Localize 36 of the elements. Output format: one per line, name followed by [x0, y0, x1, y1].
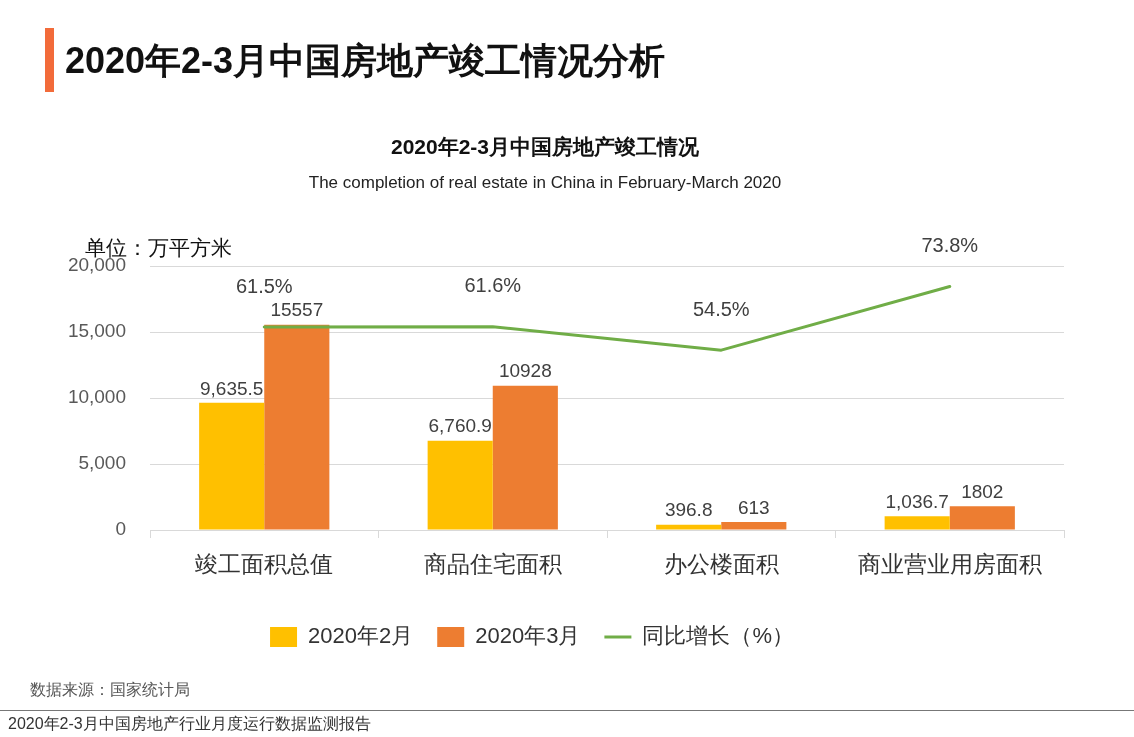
- y-tick-label: 15,000: [67, 320, 126, 342]
- bar: [199, 402, 265, 530]
- legend-label: 2020年2月: [308, 623, 414, 649]
- x-tick-label: 商业营业用房面积: [857, 551, 1042, 578]
- bar: [427, 440, 493, 530]
- data-label: 10928: [498, 360, 552, 382]
- data-label: 9,635.5: [199, 377, 264, 399]
- bar: [949, 506, 1015, 530]
- data-label: 613: [737, 496, 770, 518]
- data-label: 61.5%: [235, 274, 293, 297]
- data-label: 1,036.7: [885, 491, 949, 513]
- bar: [656, 524, 722, 530]
- y-tick-label: 10,000: [67, 386, 126, 408]
- y-tick-label: 5,000: [78, 452, 126, 474]
- legend-label: 同比增长（%）: [642, 623, 794, 649]
- data-label: 6,760.9: [428, 415, 492, 437]
- text: 2020年2-3月中国房地产行业月度运行数据监测报告: [8, 714, 371, 734]
- data-label: 1802: [961, 480, 1004, 502]
- y-tick-label: 0: [115, 518, 126, 540]
- bar: [884, 516, 950, 530]
- data-label: 15557: [270, 299, 324, 321]
- chart-title: 2020年2-3月中国房地产竣工情况: [390, 135, 700, 158]
- chart-subtitle: The completion of real estate in China in February-March 2020: [308, 173, 782, 192]
- data-label: 73.8%: [921, 233, 979, 256]
- x-tick-label: 商品住宅面积: [423, 551, 562, 578]
- data-label: 54.5%: [692, 297, 750, 320]
- data-label: 396.8: [664, 499, 713, 521]
- bar: [721, 521, 787, 530]
- x-tick-label: 竣工面积总值: [195, 551, 334, 578]
- data-label: 61.6%: [464, 274, 522, 297]
- legend-label: 2020年3月: [475, 623, 581, 649]
- source-note: 数据来源：国家统计局: [30, 680, 190, 700]
- bar: [492, 385, 558, 530]
- text: 2020年2-3月中国房地产竣工情况分析: [65, 39, 666, 83]
- bar: [264, 324, 330, 530]
- x-tick-label: 办公楼面积: [663, 551, 779, 578]
